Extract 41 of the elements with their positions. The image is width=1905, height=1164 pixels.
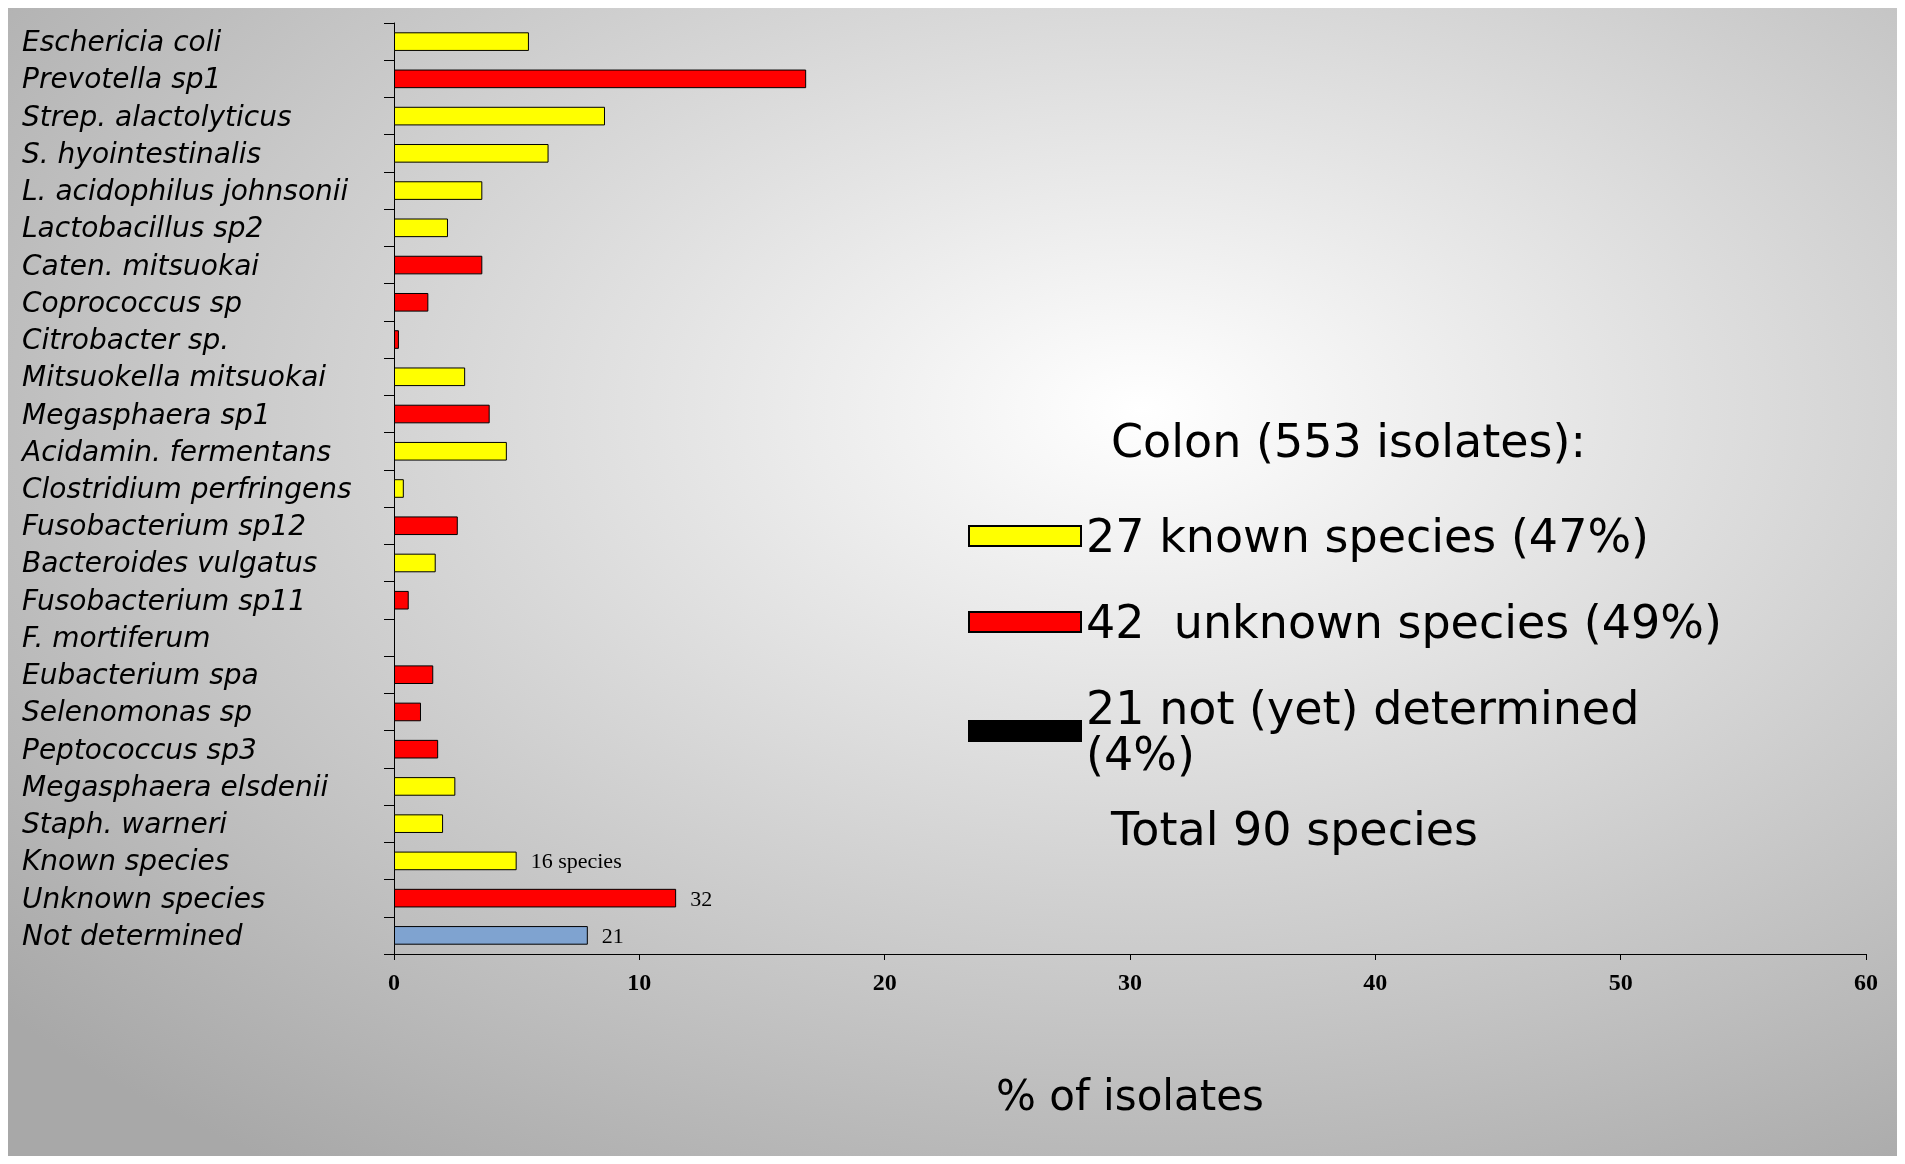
y-tick-label: Bacteroides vulgatus bbox=[22, 546, 318, 580]
y-tick-label: Eubacterium spa bbox=[22, 658, 259, 692]
x-tick-label: 40 bbox=[1363, 969, 1388, 995]
y-tick-label: Known species bbox=[22, 844, 230, 878]
y-tick-label: Not determined bbox=[22, 918, 243, 952]
legend-label: 21 not (yet) determined (4%) bbox=[1086, 681, 1654, 781]
y-tick-label: Clostridium perfringens bbox=[22, 472, 352, 505]
y-tick-label: Eschericia coli bbox=[22, 25, 222, 59]
x-tick-label: 30 bbox=[1118, 969, 1142, 995]
y-tick-label: Peptococcus sp3 bbox=[22, 732, 257, 766]
y-tick-label: Citrobacter sp. bbox=[22, 323, 230, 357]
y-tick-label: Coprococcus sp bbox=[22, 285, 243, 319]
y-tick-label: Staph. warneri bbox=[22, 807, 228, 841]
y-tick-label: Acidamin. fermentans bbox=[20, 434, 332, 468]
y-tick-label: L. acidophilus johnsonii bbox=[22, 174, 349, 208]
x-tick-label: 0 bbox=[388, 969, 400, 995]
y-tick-label: Selenomonas sp bbox=[22, 695, 253, 729]
x-tick-label: 60 bbox=[1854, 969, 1878, 995]
y-tick-label: Mitsuokella mitsuokai bbox=[22, 360, 327, 394]
x-tick-label: 50 bbox=[1608, 969, 1633, 995]
y-tick-label: Prevotella sp1 bbox=[22, 62, 222, 96]
y-tick-label: Unknown species bbox=[22, 881, 266, 915]
x-tick-label: 20 bbox=[872, 969, 897, 995]
annotation: 21 bbox=[601, 922, 624, 948]
y-tick-label: F. mortiferum bbox=[22, 620, 211, 654]
legend-title: Colon (553 isolates): bbox=[1111, 414, 1586, 468]
y-tick-label: Megasphaera sp1 bbox=[22, 397, 271, 431]
y-tick-label: S. hyointestinalis bbox=[22, 136, 262, 170]
y-tick-label: Lactobacillus sp2 bbox=[22, 211, 264, 245]
y-tick-label: Caten. mitsuokai bbox=[22, 248, 260, 282]
annotation: 32 bbox=[690, 885, 713, 911]
annotation: Total 90 species bbox=[1110, 802, 1479, 856]
x-tick-label: 10 bbox=[627, 969, 652, 995]
legend-label: 27 known species (47%) bbox=[1086, 509, 1650, 563]
y-tick-label: Fusobacterium sp11 bbox=[22, 583, 307, 617]
x-axis-title: % of isolates bbox=[996, 1070, 1264, 1120]
legend-label: 42 unknown species (49%) bbox=[1086, 595, 1722, 649]
y-tick-label: Fusobacterium sp12 bbox=[22, 509, 307, 543]
annotation: 16 species bbox=[530, 848, 622, 874]
y-tick-label: Megasphaera elsdenii bbox=[22, 769, 329, 803]
y-tick-label: Strep. alactolyticus bbox=[22, 99, 292, 133]
